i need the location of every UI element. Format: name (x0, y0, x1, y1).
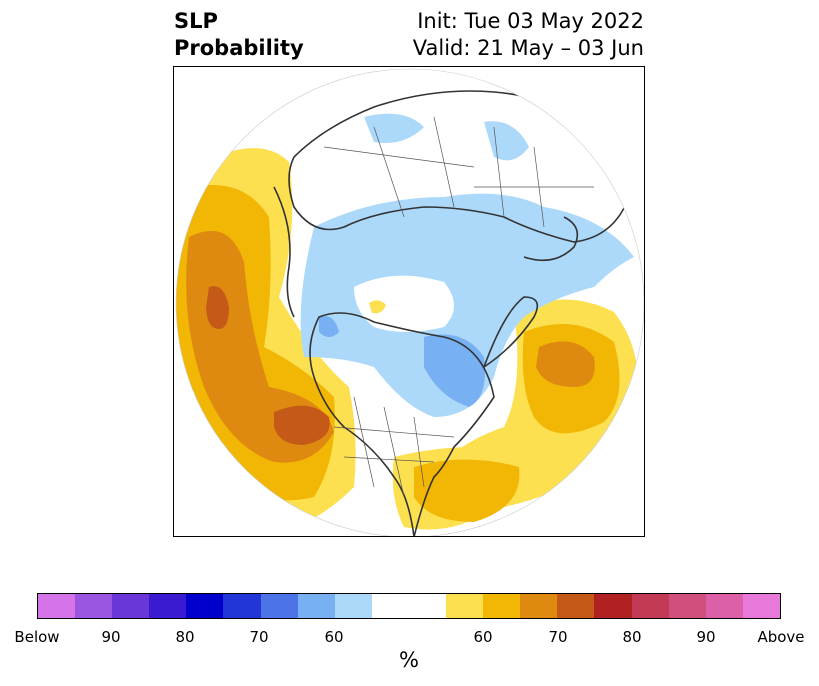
political-borders (323, 116, 594, 498)
colorbar-label: Above (757, 628, 805, 646)
pacific-red-core-north (206, 286, 229, 329)
colorbar-segment-0 (38, 594, 76, 618)
colorbar-label: 60 (473, 628, 493, 646)
colorbar-label: 60 (324, 628, 344, 646)
colorbar-unit: % (399, 648, 419, 672)
colorbar-segment-3 (149, 594, 187, 618)
colorbar-label: 80 (622, 628, 642, 646)
colorbar-segment-1 (75, 594, 113, 618)
colorbar-segment-17 (668, 594, 706, 618)
colorbar-label: 90 (101, 628, 121, 646)
polar-white-gap (354, 275, 454, 332)
pacific-red-core-south (274, 405, 330, 445)
colorbar-segment-12 (483, 594, 521, 618)
colorbar (37, 593, 781, 619)
colorbar-label: 80 (175, 628, 195, 646)
colorbar-label: 70 (548, 628, 568, 646)
colorbar-segment-18 (705, 594, 743, 618)
colorbar-label: 90 (696, 628, 716, 646)
colorbar-segment-6 (260, 594, 298, 618)
northern-europe-lightblue (364, 113, 424, 143)
colorbar-segment-19 (742, 594, 780, 618)
title-probability: Probability (174, 36, 304, 60)
map-panel (173, 66, 645, 537)
map-svg (175, 68, 644, 536)
colorbar-label: 70 (249, 628, 269, 646)
siberia-lightblue (484, 121, 529, 161)
alaska-blue-region (319, 316, 339, 337)
colorbar-segment-8 (334, 594, 372, 618)
atlantic-orange-core (536, 341, 595, 387)
init-date: Init: Tue 03 May 2022 (417, 9, 644, 33)
colorbar-segment-4 (186, 594, 224, 618)
colorbar-segment-9 (371, 594, 409, 618)
valid-range: Valid: 21 May – 03 Jun (412, 36, 644, 60)
colorbar-segment-13 (520, 594, 558, 618)
colorbar-segment-15 (594, 594, 632, 618)
colorbar-segment-16 (631, 594, 669, 618)
coastlines (273, 90, 630, 536)
colorbar-segment-7 (297, 594, 335, 618)
colorbar-segment-14 (557, 594, 595, 618)
polar-yellow-spot (369, 300, 386, 314)
title-left: SLP Probability (174, 8, 304, 62)
colorbar-segment-10 (408, 594, 447, 618)
colorbar-label: Below (14, 628, 60, 646)
pacific-orange-region (186, 230, 334, 463)
arctic-lightblue-region (300, 193, 634, 417)
canada-blue-region (424, 334, 485, 407)
colorbar-segment-2 (112, 594, 150, 618)
title-slp: SLP (174, 9, 218, 33)
eastern-us-gold (414, 459, 520, 522)
colorbar-segment-11 (446, 594, 484, 618)
title-right: Init: Tue 03 May 2022 Valid: 21 May – 03… (413, 8, 644, 62)
colorbar-segment-5 (223, 594, 261, 618)
